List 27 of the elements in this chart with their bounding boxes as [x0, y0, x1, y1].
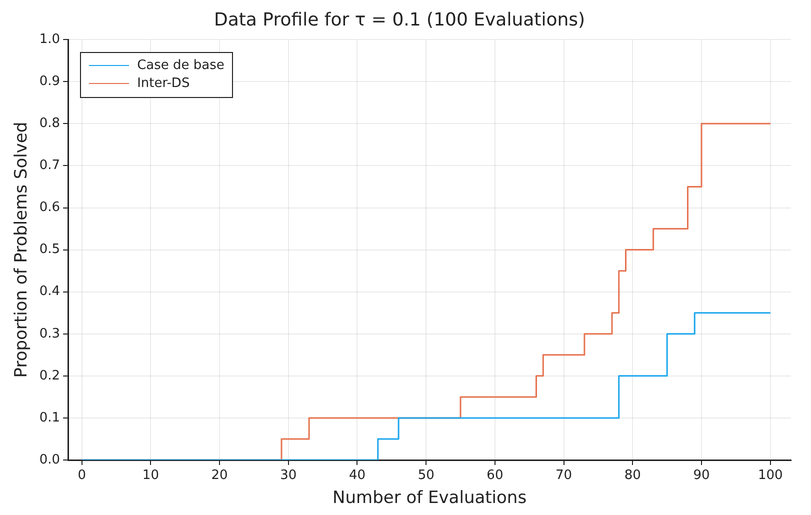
- x-axis-title: Number of Evaluations: [332, 488, 527, 508]
- x-tick-label: 30: [280, 468, 297, 484]
- y-tick-label: 1.0: [39, 32, 60, 47]
- x-tick-label: 40: [348, 468, 366, 484]
- x-tick-label: 20: [211, 468, 228, 484]
- x-tick-label: 60: [486, 468, 504, 484]
- y-tick-label: 0.1: [39, 410, 60, 426]
- y-tick-label: 0.9: [39, 74, 60, 90]
- y-tick-label: 0.6: [39, 200, 60, 216]
- y-axis-title: Proportion of Problems Solved: [12, 122, 32, 378]
- x-tick-label: 90: [693, 468, 710, 484]
- x-tick-label: 100: [758, 468, 783, 484]
- y-tick-label: 0.7: [39, 158, 60, 174]
- y-tick-label: 0.3: [39, 326, 60, 342]
- x-tick-label: 50: [418, 468, 434, 484]
- y-tick-label: 0.2: [39, 368, 60, 384]
- x-tick-label: 70: [556, 468, 572, 484]
- legend-label: Inter-DS: [137, 74, 190, 93]
- chart-title: Data Profile for τ = 0.1 (100 Evaluations): [214, 9, 586, 30]
- x-tick-label: 0: [78, 468, 86, 484]
- y-tick-label: 0.8: [39, 116, 60, 132]
- x-tick-label: 10: [142, 468, 159, 484]
- y-tick-label: 0.0: [39, 452, 60, 468]
- y-tick-label: 0.4: [39, 284, 60, 300]
- x-tick-label: 80: [624, 468, 641, 484]
- y-tick-label: 0.5: [39, 242, 60, 258]
- legend-label: Case de base: [137, 56, 224, 75]
